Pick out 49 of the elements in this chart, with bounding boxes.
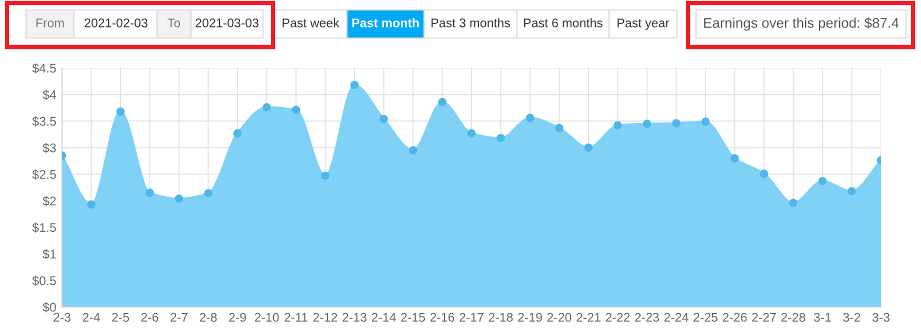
x-tick-label: 2-7	[170, 312, 188, 322]
x-tick-label: 3-2	[843, 312, 860, 322]
y-tick-label: $1.5	[32, 222, 56, 233]
x-tick-label: 2-25	[694, 312, 718, 322]
text: From	[36, 18, 64, 28]
x-tick-label: 2-8	[200, 312, 217, 322]
text: Past week	[282, 18, 340, 28]
text: Earnings over this period: $87.4	[704, 17, 899, 31]
x-tick-label: 2-22	[606, 312, 630, 322]
x-tick-label: 2-26	[722, 312, 747, 322]
y-tick-label: $4	[42, 90, 56, 100]
y-tick-label: $0.5	[32, 276, 56, 286]
x-tick-label: 2-5	[112, 312, 130, 322]
x-tick-label: 2-13	[342, 312, 366, 322]
x-tick-label: 2-4	[82, 312, 100, 322]
x-tick-label: 2-10	[254, 312, 279, 322]
x-tick-label: 2-28	[781, 312, 806, 322]
x-tick-label: 2-14	[372, 312, 396, 322]
x-tick-label: 2-27	[752, 312, 776, 322]
x-tick-label: 2-3	[54, 312, 70, 322]
text: Past month	[352, 18, 419, 28]
text: 2021-03-03	[196, 18, 258, 28]
x-tick-label: 2-19	[518, 312, 542, 322]
x-tick-label: 2-17	[460, 312, 484, 322]
x-tick-label: 2-12	[313, 312, 338, 322]
text: Past 3 months	[432, 18, 510, 28]
x-tick-label: 2-21	[576, 312, 600, 322]
text: 2021-02-03	[84, 18, 148, 28]
text: Past year	[618, 18, 670, 30]
x-tick-label: 2-15	[401, 312, 425, 322]
y-tick-label: $2.5	[32, 170, 56, 180]
y-tick-label: $3.5	[32, 116, 56, 127]
text: To	[168, 18, 180, 28]
y-tick-label: $3	[42, 142, 56, 154]
x-tick-label: 2-11	[284, 312, 308, 322]
x-tick-label: 2-9	[229, 312, 246, 322]
x-tick-label: 2-23	[635, 312, 659, 322]
x-tick-label: 2-18	[488, 312, 513, 322]
y-tick-label: $1	[42, 249, 56, 260]
x-tick-label: 2-24	[664, 312, 688, 322]
y-tick-label: $0	[42, 302, 56, 312]
x-tick-label: 2-16	[430, 312, 454, 322]
x-tick-label: 2-20	[547, 312, 572, 322]
x-tick-label: 2-6	[141, 312, 158, 322]
x-tick-label: 3-1	[814, 312, 831, 322]
text: Past 6 months	[524, 18, 602, 28]
x-tick-label: 3-3	[872, 312, 890, 322]
y-tick-label: $2	[42, 196, 56, 206]
y-tick-label: $4.5	[32, 63, 56, 74]
